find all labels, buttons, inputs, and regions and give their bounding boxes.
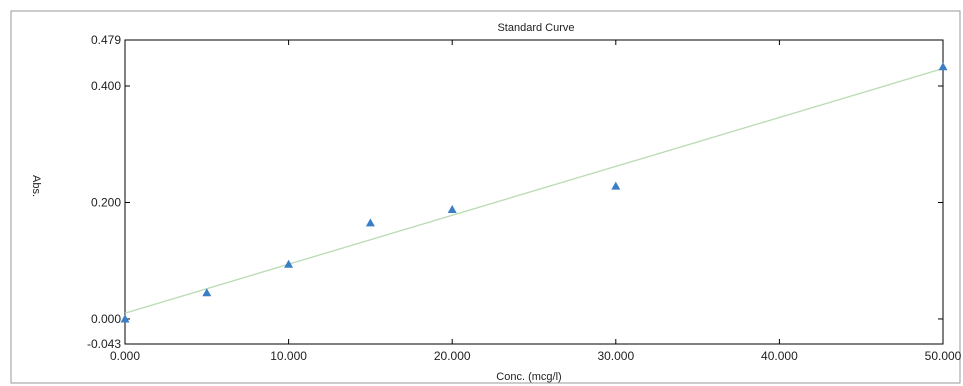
fit-line-group [124,67,944,314]
y-axis-title: Abs. [30,175,42,197]
plot-frame [10,10,961,384]
data-point [447,204,457,213]
data-point [938,62,948,71]
fit-line [124,67,944,314]
data-point [202,288,212,297]
x-tick-label: 30.000 [597,349,634,363]
x-tick-label: 40.000 [761,349,798,363]
y-tick-label: 0.200 [91,195,121,209]
x-axis-ticks: 0.000 10.000 20.000 30.000 40.000 50.000 [110,40,962,363]
y-axis-ticks: -0.043 0.000 0.200 0.400 0.479 [87,33,943,351]
data-point [120,314,130,323]
y-tick-label: 0.000 [91,312,121,326]
data-point [365,218,375,227]
y-tick-label: 0.400 [91,79,121,93]
x-tick-label: 50.000 [925,349,962,363]
plot-area [124,39,944,345]
data-point [284,259,294,268]
x-axis-title: Conc. (mcg/l) [496,371,561,383]
x-tick-label: 20.000 [434,349,471,363]
outer-border [10,10,961,384]
chart-title: Standard Curve [497,22,574,34]
y-tick-label: -0.043 [87,337,121,351]
x-tick-label: 10.000 [270,349,307,363]
data-points [120,62,948,323]
y-tick-label: 0.479 [91,33,121,47]
data-point [611,181,621,190]
x-tick-label: 0.000 [110,349,140,363]
